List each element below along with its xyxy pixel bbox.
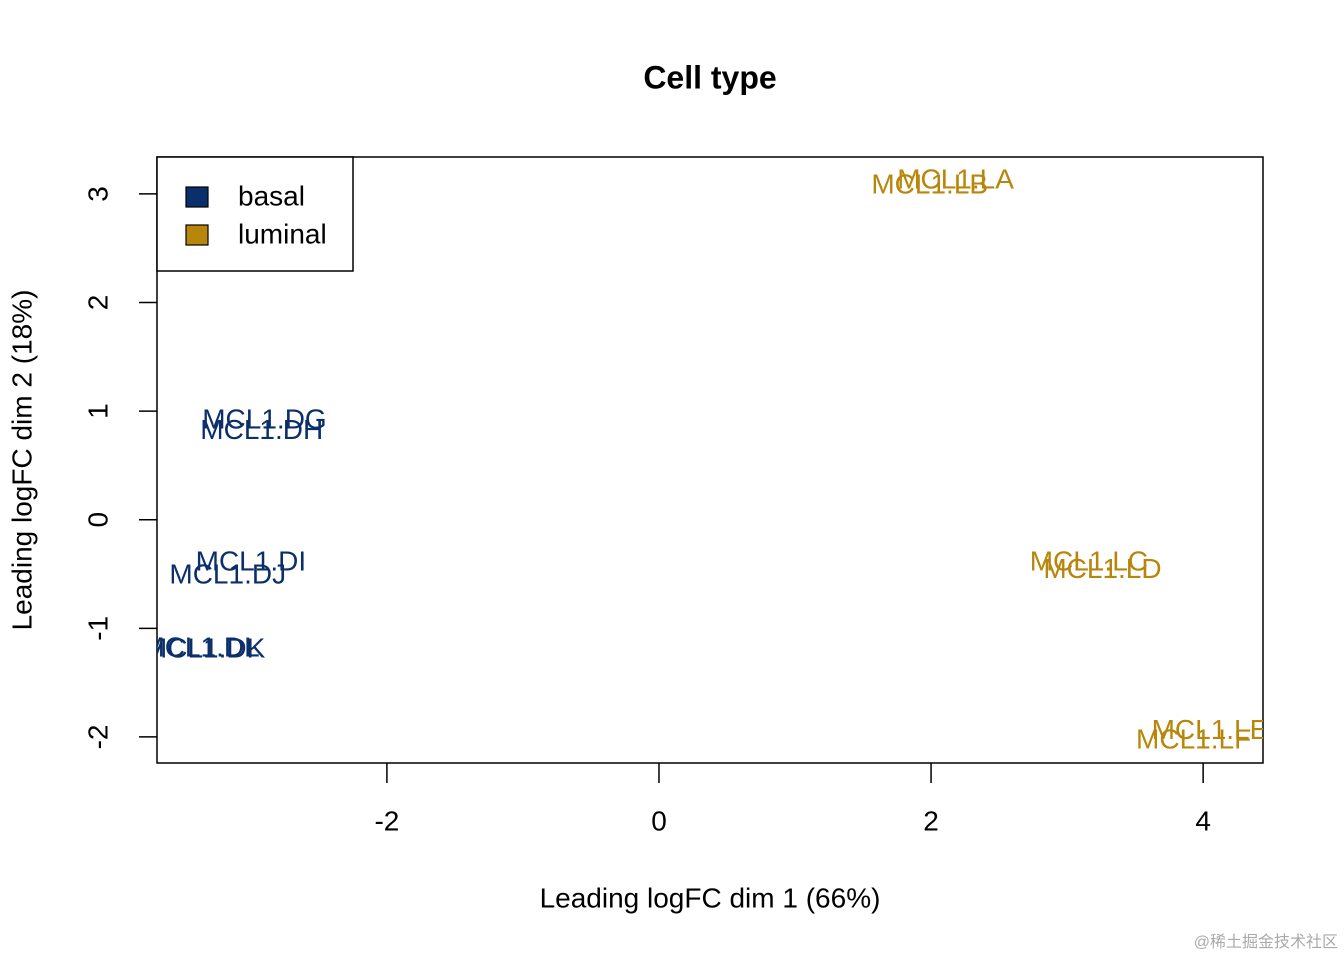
- plot-frame: [156, 156, 1264, 764]
- x-tick-label: 4: [1195, 805, 1211, 836]
- point-label: MCL1.LF: [1136, 724, 1251, 755]
- point-label: MCL1.DH: [200, 414, 323, 445]
- point-label: MCL1.DL: [141, 631, 259, 662]
- y-axis-label: Leading logFC dim 2 (18%): [6, 290, 37, 631]
- watermark: @稀土掘金技术社区: [1194, 933, 1338, 951]
- y-tick-label: -2: [82, 724, 113, 749]
- point-label: MCL1.LB: [871, 169, 988, 200]
- y-tick-label: -1: [82, 616, 113, 641]
- point-label: MCL1.LA: [897, 163, 1014, 194]
- legend-swatch: [185, 224, 209, 246]
- y-tick-label: 2: [82, 295, 113, 311]
- y-tick-label: 0: [82, 512, 113, 528]
- point-label: MCL1.DK: [144, 632, 266, 663]
- legend-label: luminal: [238, 218, 327, 249]
- point-label: MCL1.DI: [196, 546, 306, 577]
- y-tick-label: 1: [82, 403, 113, 419]
- point-label: MCL1.LE: [1152, 714, 1269, 745]
- legend-box: [156, 156, 354, 272]
- x-tick-label: -2: [374, 805, 399, 836]
- x-axis-label: Leading logFC dim 1 (66%): [540, 882, 881, 913]
- x-tick-label: 0: [651, 805, 667, 836]
- point-label: MCL1.DJ: [169, 559, 286, 590]
- x-tick-label: 2: [923, 805, 939, 836]
- y-tick-label: 3: [82, 186, 113, 202]
- point-label: MCL1.LC: [1030, 546, 1148, 577]
- point-label: MCL1.LD: [1043, 553, 1161, 584]
- legend-label: basal: [238, 180, 305, 211]
- point-label: MCL1.DG: [202, 403, 326, 434]
- chart-title: Cell type: [643, 59, 776, 95]
- legend-swatch: [185, 186, 209, 208]
- points: MCL1.DGMCL1.DHMCL1.DIMCL1.DJMCL1.DKMCL1.…: [141, 163, 1269, 755]
